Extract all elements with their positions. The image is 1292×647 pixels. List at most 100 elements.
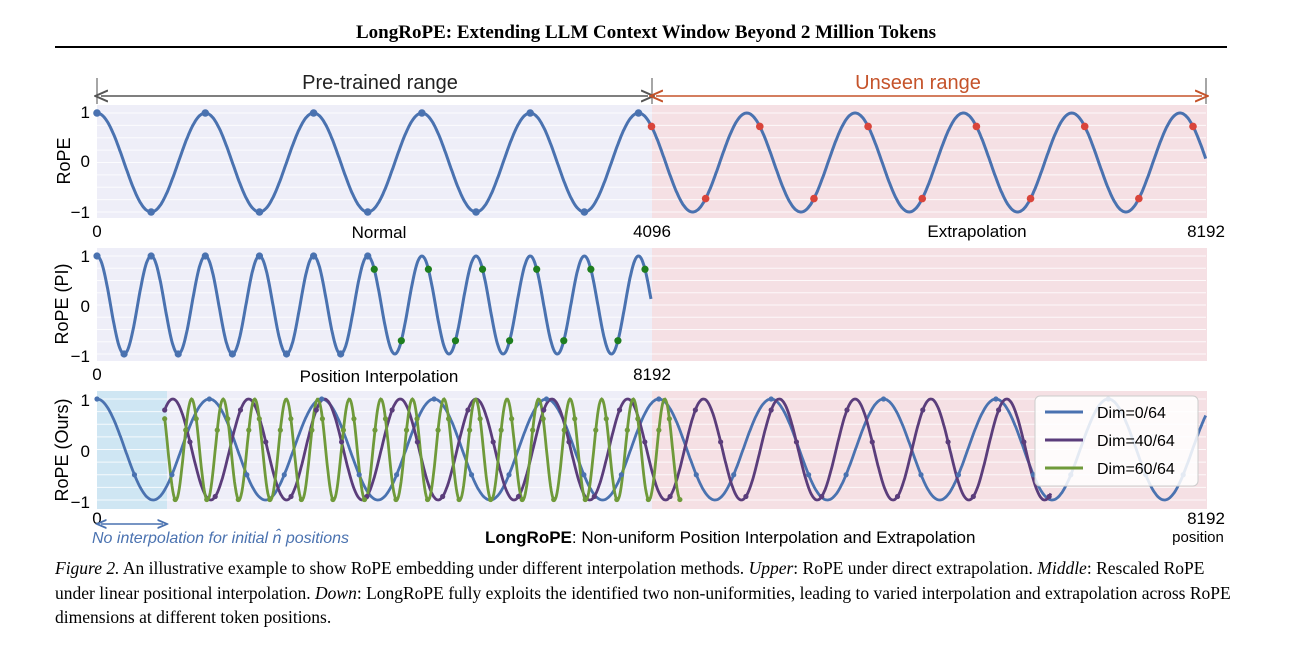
series-dot: [566, 439, 572, 445]
series-dot: [319, 396, 325, 402]
series-dot: [693, 472, 699, 478]
caption-text-1: An illustrative example to show RoPE emb…: [119, 558, 749, 578]
series-dot: [288, 416, 294, 422]
no-interp-note: No interpolation for initial n̂ position…: [92, 527, 349, 547]
xtick-left: 0: [92, 222, 101, 241]
xtick-right: 8192: [1187, 509, 1225, 528]
series-dot: [515, 493, 522, 500]
series-dot: [298, 496, 304, 503]
series-dot: [793, 439, 800, 445]
series-dot: [338, 439, 345, 445]
sample-dot: [526, 109, 535, 117]
series-dot: [692, 407, 698, 413]
series-dot: [382, 416, 389, 422]
series-dot: [477, 416, 483, 422]
series-dot: [361, 496, 368, 503]
series-dot: [256, 416, 262, 422]
interpolated-dot: [397, 337, 405, 345]
ylabel: RoPE: [54, 137, 74, 184]
series-dot: [540, 416, 546, 422]
series-dot: [414, 439, 420, 445]
series-dot: [918, 472, 924, 478]
series-dot: [414, 416, 420, 422]
sample-dot: [337, 350, 345, 358]
sample-dot: [255, 208, 264, 216]
sample-dot: [147, 252, 155, 260]
sample-dot: [634, 109, 643, 117]
sample-dot: [201, 109, 210, 117]
extrapolation-dot: [756, 122, 764, 131]
interpolated-dot: [614, 337, 622, 345]
series-dot: [581, 472, 587, 478]
label-extrapolation: Extrapolation: [927, 222, 1026, 241]
series-dot: [519, 496, 525, 503]
sample-dot: [418, 109, 426, 117]
xtick-right: 8192: [633, 365, 671, 384]
ylabel: RoPE (PI): [52, 263, 72, 344]
series-dot: [389, 407, 395, 413]
series-dot: [869, 439, 875, 445]
sample-dot: [255, 252, 264, 260]
series-dot: [94, 396, 100, 402]
caption-down-label: Down: [315, 582, 357, 603]
series-dot: [677, 496, 683, 503]
label-normal: Normal: [352, 223, 407, 242]
panel-middle: 1 0 −1 RoPE (PI) 0 8192 Position Interpo…: [52, 247, 1207, 386]
extrapolation-dot: [972, 122, 981, 131]
interpolated-dot: [533, 265, 541, 273]
series-dot: [498, 427, 504, 433]
series-dot: [319, 416, 326, 422]
pretrained-region: [97, 105, 652, 218]
sample-dot: [174, 350, 182, 358]
interpolated-dot: [560, 337, 568, 345]
series-dot: [162, 407, 168, 413]
series-dot: [731, 472, 737, 478]
series-dot: [466, 427, 473, 433]
interpolated-dot: [451, 337, 460, 345]
series-dot: [1021, 439, 1027, 445]
sample-dot: [93, 252, 101, 260]
series-dot: [456, 496, 462, 503]
xtick-mid: 4096: [633, 222, 671, 241]
dim60-curve: [163, 397, 683, 502]
series-dot: [131, 472, 138, 478]
page-header: LongRoPE: Extending LLM Context Window B…: [356, 22, 936, 43]
series-dot: [768, 396, 774, 402]
caption-middle-label: Middle: [1037, 558, 1087, 578]
series-dot: [435, 427, 441, 433]
series-dot: [993, 396, 999, 402]
xtick-right: 8192: [1187, 222, 1225, 241]
dim0-curve: [96, 397, 1207, 502]
caption-text-4: : LongRoPE fully exploits the identified…: [55, 582, 1231, 628]
legend-dim60: Dim=60/64: [1097, 461, 1175, 478]
ytick-0: 0: [81, 442, 90, 461]
series-dot: [313, 407, 319, 413]
xtick-left: 0: [92, 509, 101, 528]
interpolated-dot: [641, 265, 649, 273]
series-dot: [393, 496, 399, 503]
caption-fig-label: Figure 2.: [55, 558, 120, 578]
series-dot: [551, 496, 557, 503]
xlabel: position: [1172, 529, 1224, 546]
series-dot: [582, 496, 588, 503]
series-dot: [843, 472, 849, 478]
panel-down: 1 0 −1 RoPE (Ours) 0 8192 position No in…: [52, 391, 1225, 547]
series-dot: [1046, 493, 1052, 500]
series-dot: [330, 496, 336, 503]
series-dot: [806, 472, 812, 478]
series-dot: [541, 407, 547, 413]
interpolated-dot: [506, 337, 514, 345]
extrapolation-dot: [647, 122, 656, 131]
interpolated-dot: [478, 265, 487, 273]
legend: Dim=0/64 Dim=40/64 Dim=60/64: [1034, 395, 1199, 487]
extrapolation-dot: [1135, 194, 1143, 203]
series-dot: [603, 416, 609, 422]
longrope-title: LongRoPE: Non-uniform Position Interpola…: [485, 528, 975, 547]
series-dot: [183, 427, 189, 433]
series-dot: [246, 427, 252, 433]
caption-upper-label: Upper: [748, 558, 794, 578]
series-dot: [267, 496, 273, 503]
series-dot: [614, 496, 620, 503]
series-dot: [844, 407, 850, 413]
sample-dot: [228, 350, 236, 358]
